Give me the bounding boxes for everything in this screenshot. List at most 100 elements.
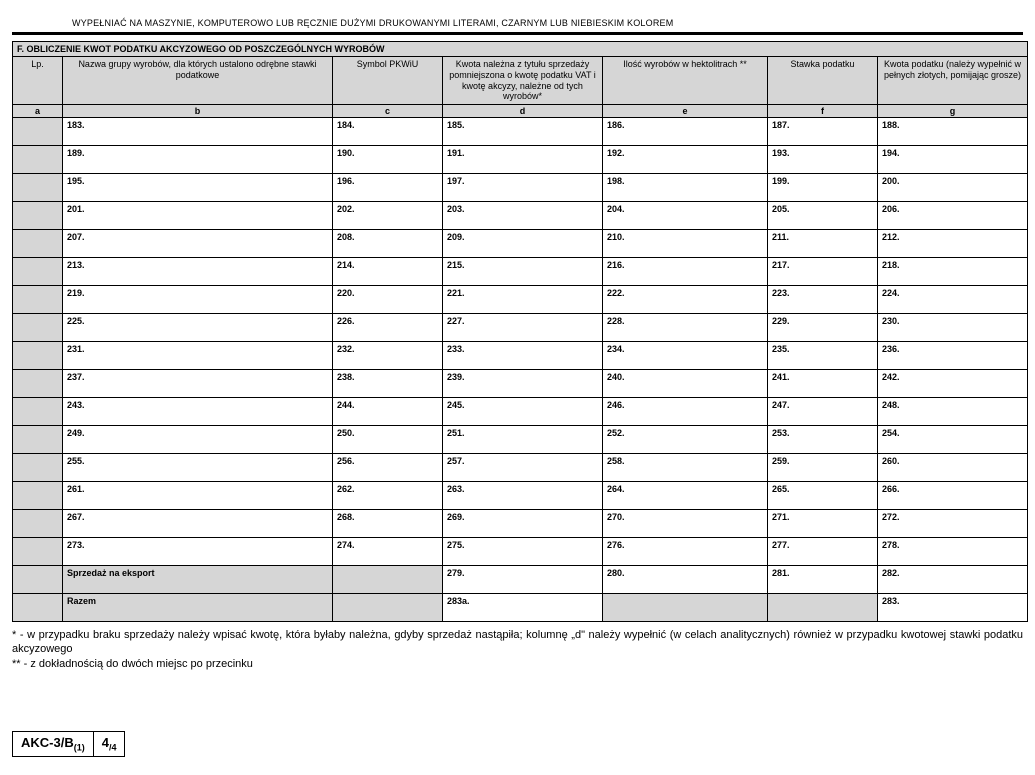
field-cell-d: 203. (443, 202, 603, 230)
total-row: Razem 283a. 283. (13, 594, 1028, 622)
table-row: 243.244.245.246.247.248. (13, 398, 1028, 426)
top-instruction: WYPEŁNIAĆ NA MASZYNIE, KOMPUTEROWO LUB R… (72, 18, 1023, 28)
field-cell-e: 210. (603, 230, 768, 258)
field-cell-f: 205. (768, 202, 878, 230)
field-cell-g: 194. (878, 146, 1028, 174)
field-cell-f: 199. (768, 174, 878, 202)
field-cell-f: 259. (768, 454, 878, 482)
field-cell-d: 233. (443, 342, 603, 370)
lp-cell (13, 510, 63, 538)
total-f (768, 594, 878, 622)
field-cell-c: 250. (333, 426, 443, 454)
footnote-1: * - w przypadku braku sprzedaży należy w… (12, 628, 1023, 657)
letter-c: c (333, 105, 443, 118)
form-page-sub: /4 (109, 743, 117, 753)
table-row: 189.190.191.192.193.194. (13, 146, 1028, 174)
field-cell-f: 271. (768, 510, 878, 538)
export-c (333, 566, 443, 594)
form-table: F. OBLICZENIE KWOT PODATKU AKCYZOWEGO OD… (12, 41, 1028, 622)
form-page-main: 4 (102, 735, 109, 750)
field-cell-d: 215. (443, 258, 603, 286)
table-row: 231.232.233.234.235.236. (13, 342, 1028, 370)
lp-cell (13, 342, 63, 370)
total-d: 283a. (443, 594, 603, 622)
field-cell-b: 201. (63, 202, 333, 230)
export-d: 279. (443, 566, 603, 594)
field-cell-d: 197. (443, 174, 603, 202)
letter-row: a b c d e f g (13, 105, 1028, 118)
table-row: 255.256.257.258.259.260. (13, 454, 1028, 482)
field-cell-c: 184. (333, 118, 443, 146)
field-cell-d: 227. (443, 314, 603, 342)
letter-f: f (768, 105, 878, 118)
field-cell-c: 202. (333, 202, 443, 230)
field-cell-b: 219. (63, 286, 333, 314)
field-cell-g: 242. (878, 370, 1028, 398)
field-cell-e: 192. (603, 146, 768, 174)
field-cell-b: 267. (63, 510, 333, 538)
field-cell-f: 223. (768, 286, 878, 314)
lp-cell (13, 426, 63, 454)
field-cell-e: 228. (603, 314, 768, 342)
table-row: 267.268.269.270.271.272. (13, 510, 1028, 538)
field-cell-g: 212. (878, 230, 1028, 258)
letter-b: b (63, 105, 333, 118)
footnote-2: ** - z dokładnością do dwóch miejsc po p… (12, 657, 1023, 671)
field-cell-g: 266. (878, 482, 1028, 510)
field-cell-b: 189. (63, 146, 333, 174)
export-f: 281. (768, 566, 878, 594)
lp-cell (13, 258, 63, 286)
field-cell-d: 245. (443, 398, 603, 426)
field-cell-g: 254. (878, 426, 1028, 454)
lp-cell (13, 174, 63, 202)
total-label: Razem (63, 594, 333, 622)
field-cell-e: 222. (603, 286, 768, 314)
table-row: 201.202.203.204.205.206. (13, 202, 1028, 230)
field-cell-b: 183. (63, 118, 333, 146)
export-lp (13, 566, 63, 594)
field-cell-d: 251. (443, 426, 603, 454)
lp-cell (13, 370, 63, 398)
field-cell-f: 229. (768, 314, 878, 342)
export-row: Sprzedaż na eksport 279. 280. 281. 282. (13, 566, 1028, 594)
field-cell-c: 196. (333, 174, 443, 202)
field-cell-b: 195. (63, 174, 333, 202)
field-cell-d: 269. (443, 510, 603, 538)
field-cell-c: 268. (333, 510, 443, 538)
field-cell-c: 262. (333, 482, 443, 510)
lp-cell (13, 314, 63, 342)
letter-d: d (443, 105, 603, 118)
field-cell-f: 241. (768, 370, 878, 398)
field-cell-f: 277. (768, 538, 878, 566)
field-cell-c: 274. (333, 538, 443, 566)
total-lp (13, 594, 63, 622)
field-cell-d: 191. (443, 146, 603, 174)
table-row: 183.184.185.186.187.188. (13, 118, 1028, 146)
field-cell-b: 225. (63, 314, 333, 342)
field-cell-d: 221. (443, 286, 603, 314)
col-header-tax: Kwota podatku (należy wypełnić w pełnych… (878, 57, 1028, 105)
field-cell-e: 186. (603, 118, 768, 146)
field-cell-b: 273. (63, 538, 333, 566)
field-cell-c: 256. (333, 454, 443, 482)
field-cell-c: 226. (333, 314, 443, 342)
section-title-row: F. OBLICZENIE KWOT PODATKU AKCYZOWEGO OD… (13, 42, 1028, 57)
field-cell-d: 275. (443, 538, 603, 566)
field-cell-f: 187. (768, 118, 878, 146)
field-cell-e: 246. (603, 398, 768, 426)
form-page: 4/4 (93, 732, 125, 757)
field-cell-g: 206. (878, 202, 1028, 230)
table-row: 195.196.197.198.199.200. (13, 174, 1028, 202)
field-cell-d: 263. (443, 482, 603, 510)
field-cell-e: 270. (603, 510, 768, 538)
footnotes: * - w przypadku braku sprzedaży należy w… (12, 628, 1023, 671)
export-e: 280. (603, 566, 768, 594)
field-cell-f: 211. (768, 230, 878, 258)
field-cell-g: 260. (878, 454, 1028, 482)
lp-cell (13, 146, 63, 174)
form-code-main: AKC-3/B (21, 735, 74, 750)
field-cell-e: 252. (603, 426, 768, 454)
field-cell-e: 198. (603, 174, 768, 202)
lp-cell (13, 398, 63, 426)
letter-e: e (603, 105, 768, 118)
